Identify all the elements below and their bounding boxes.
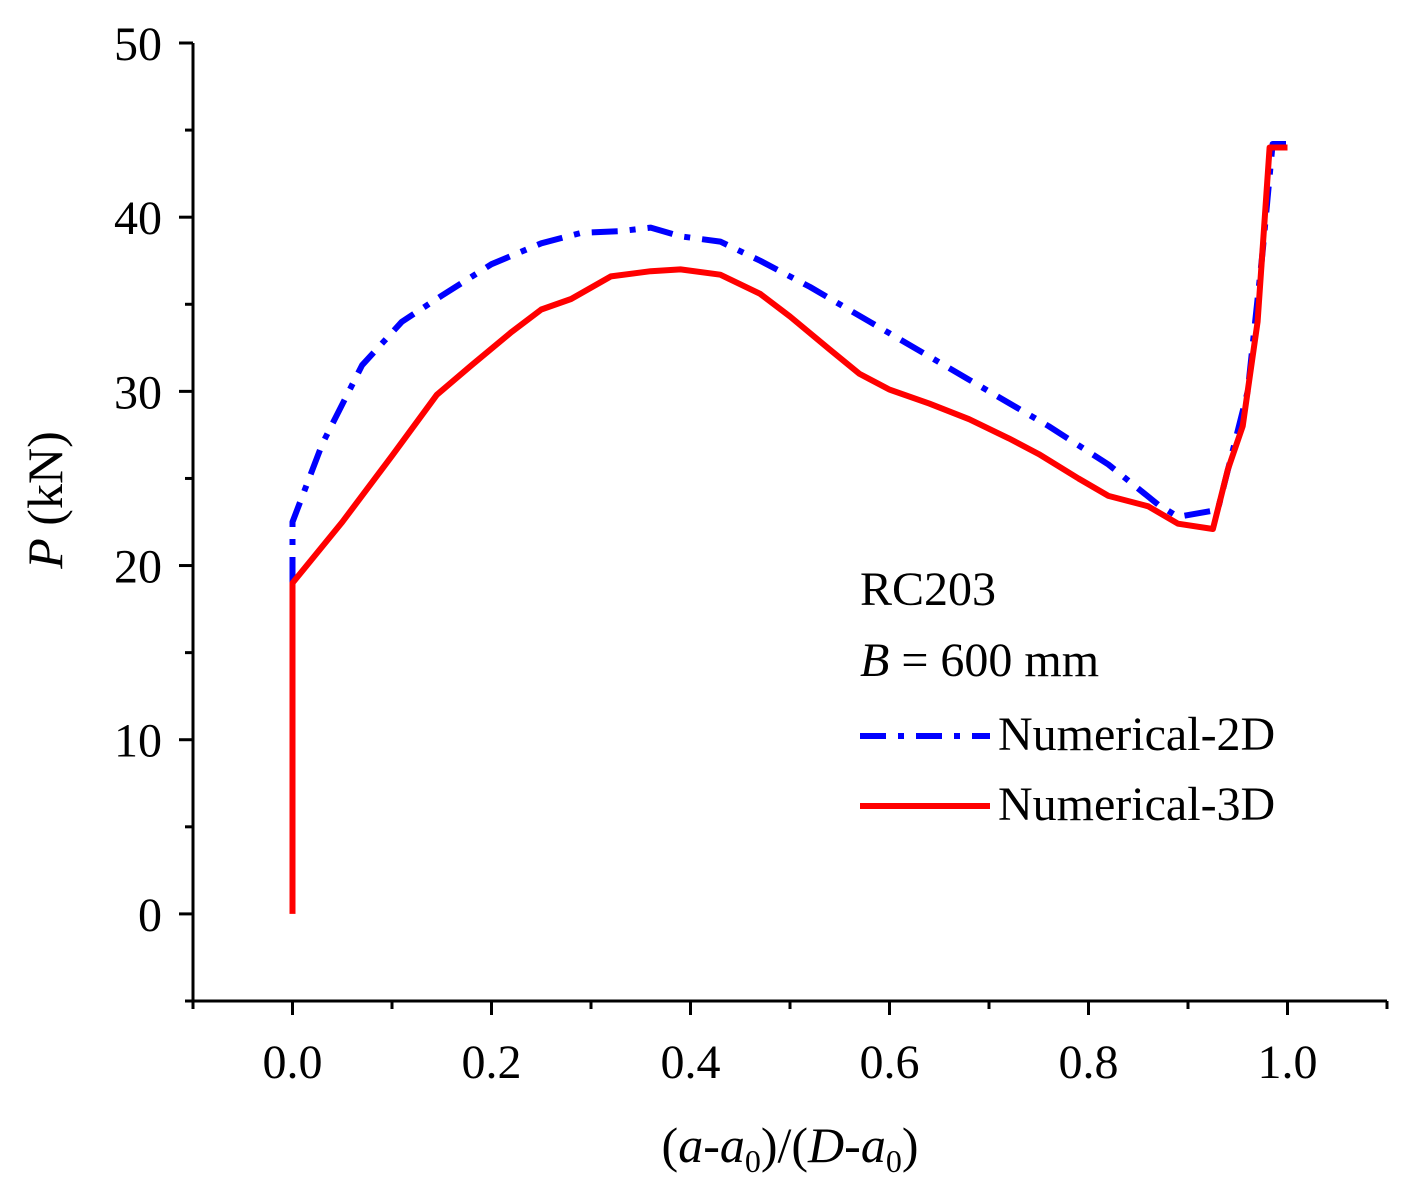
y-axis-unit: (kN) xyxy=(17,431,73,538)
y-tick-label: 40 xyxy=(114,192,162,245)
tick-labels: 0.0 0.2 0.4 0.6 0.8 1.0 0 10 20 30 40 50 xyxy=(114,18,1318,1089)
y-tick-label: 20 xyxy=(114,541,162,594)
legend: RC203 B = 600 mm Numerical-2D Numerical-… xyxy=(860,563,1275,831)
annotation-specimen: RC203 xyxy=(860,563,996,616)
x-tick-label: 0.4 xyxy=(661,1036,721,1089)
x-title-part: ( xyxy=(662,1117,679,1173)
x-title-part: - xyxy=(844,1117,861,1173)
axes xyxy=(191,43,1387,1003)
legend-label-2d: Numerical-2D xyxy=(998,708,1275,761)
x-title-part: ) xyxy=(902,1117,919,1173)
x-tick-label: 0.6 xyxy=(860,1036,920,1089)
x-title-part: - xyxy=(703,1117,720,1173)
series-layer xyxy=(289,141,1288,914)
y-tick-label: 0 xyxy=(138,889,162,942)
x-title-subscript: 0 xyxy=(886,1143,902,1179)
x-tick-label: 0.0 xyxy=(263,1036,323,1089)
y-tick-label: 10 xyxy=(114,715,162,768)
legend-label-3d: Numerical-3D xyxy=(998,778,1275,831)
y-tick-label: 50 xyxy=(114,18,162,71)
series-line-numerical-2d xyxy=(289,141,1288,583)
x-tick-label: 0.2 xyxy=(462,1036,522,1089)
ticks xyxy=(179,41,1389,1015)
annotation-width-value: = 600 mm xyxy=(889,634,1099,687)
x-title-subscript: 0 xyxy=(745,1143,761,1179)
x-title-part: D xyxy=(807,1117,844,1173)
x-title-part: a xyxy=(861,1117,886,1173)
y-axis-title: P (kN) xyxy=(17,431,73,569)
series-line-numerical-3d xyxy=(289,144,1288,914)
annotation-width: B = 600 mm xyxy=(860,634,1099,687)
annotation-width-var: B xyxy=(860,634,889,687)
y-tick-label: 30 xyxy=(114,366,162,419)
x-title-part: a xyxy=(678,1117,703,1173)
x-tick-label: 1.0 xyxy=(1258,1036,1318,1089)
x-axis-title: (a-a0)/(D-a0) xyxy=(662,1117,919,1179)
x-title-part: a xyxy=(720,1117,745,1173)
x-tick-label: 0.8 xyxy=(1059,1036,1119,1089)
y-axis-var: P xyxy=(17,538,73,570)
x-title-part: )/( xyxy=(761,1117,808,1173)
